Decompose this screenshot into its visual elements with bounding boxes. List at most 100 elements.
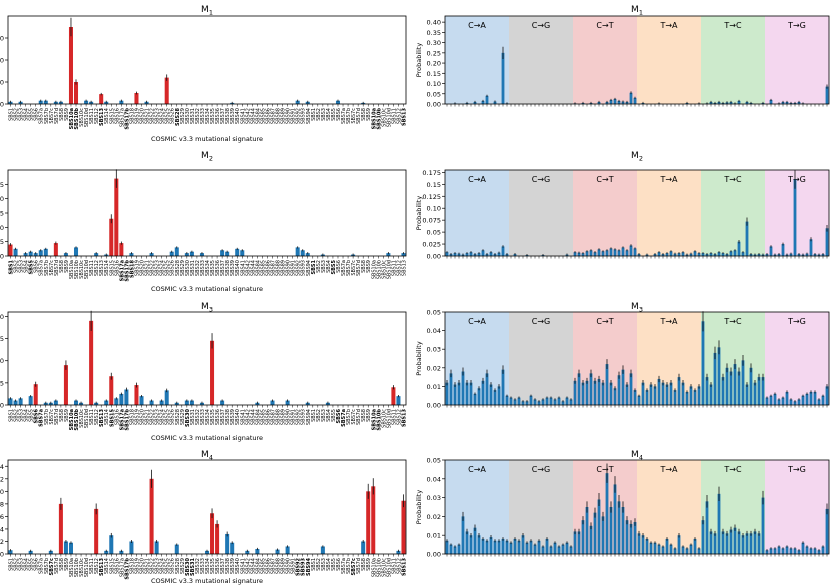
y-tick-label: 0.10	[427, 80, 441, 88]
spectrum-panel-m1: C→A C→G C→T T→A T→C T→G 0.00 0.05 0.10 0.15 0.20 0.…	[415, 5, 830, 109]
bar	[617, 250, 621, 256]
x-tick-label: SBS19	[134, 108, 140, 124]
bar	[114, 398, 119, 405]
bar	[677, 535, 681, 554]
bar	[733, 250, 737, 256]
x-tick-label: SBS12	[94, 409, 100, 425]
x-tick-label: SBS4	[326, 108, 332, 121]
bar	[745, 221, 749, 256]
bar	[653, 542, 657, 554]
x-tick-label: SBS6	[336, 558, 342, 571]
x-tick-label: SBS7a	[39, 260, 45, 276]
bar	[773, 393, 777, 405]
y-tick-label: 0.05	[427, 457, 441, 465]
x-tick-label: SBS13	[401, 260, 407, 276]
bar	[629, 245, 633, 256]
bar	[497, 540, 501, 554]
x-tick-label: SBS15	[109, 260, 115, 276]
bar	[701, 321, 705, 405]
x-tick-label: SBS13	[99, 107, 105, 125]
bar	[481, 250, 485, 256]
bar	[621, 247, 625, 256]
region-band	[445, 460, 509, 554]
x-tick-label: SBS7c	[351, 260, 357, 276]
bar	[521, 401, 525, 405]
x-tick-label: SBS20	[140, 108, 146, 124]
bar	[521, 535, 525, 554]
x-tick-label: SBS10b	[74, 409, 80, 431]
x-tick-label: SBS10b	[74, 558, 80, 577]
bar	[119, 550, 124, 554]
bar	[285, 546, 290, 554]
x-tick-label: SBS36	[215, 260, 221, 276]
region-label: C→T	[596, 465, 613, 474]
x-tick-label: SBS35	[210, 409, 216, 425]
x-tick-label: SBS9	[64, 409, 70, 422]
x-tick-label: SBS7c	[351, 409, 357, 425]
highlight-bar	[366, 491, 371, 554]
bar	[493, 540, 497, 554]
bar	[757, 533, 761, 554]
bar	[793, 401, 797, 405]
plot-frame	[7, 15, 407, 105]
bar	[18, 101, 23, 104]
bar	[320, 546, 325, 554]
x-tick-label: SBS91	[291, 558, 297, 574]
bar	[625, 384, 629, 405]
bar	[43, 100, 48, 104]
bar	[501, 246, 505, 256]
bar	[335, 100, 341, 104]
x-tick-label: SBS29	[180, 260, 186, 276]
highlight-bar	[149, 478, 154, 554]
bar	[637, 533, 641, 554]
bar	[565, 542, 569, 554]
x-tick-label: SBS13	[99, 408, 105, 426]
bar	[737, 100, 741, 104]
bar	[609, 507, 613, 554]
bar	[737, 241, 741, 256]
bar	[545, 397, 549, 405]
x-tick-label: SBS90	[286, 409, 292, 425]
x-tick-label: SBS88	[276, 558, 282, 574]
bar	[693, 538, 697, 554]
y-tick-label: 0.40	[427, 19, 441, 27]
bar	[305, 101, 310, 104]
x-axis-label: COSMIC v3.3 mutational signature	[151, 135, 263, 143]
x-tick-label: SBS88	[276, 260, 282, 276]
x-tick-label: SBS10b	[376, 108, 382, 130]
bar	[589, 373, 593, 405]
region-band	[765, 170, 829, 256]
bar	[396, 550, 401, 554]
bar	[144, 101, 149, 104]
x-tick-label: SBS6	[34, 108, 40, 121]
bar	[449, 373, 453, 405]
x-tick-label: SBS5	[29, 409, 35, 422]
bar	[285, 400, 290, 405]
panel-title: M3	[201, 302, 213, 314]
bar	[753, 382, 757, 405]
bar	[453, 546, 457, 554]
bar	[104, 550, 109, 554]
highlight-bar	[401, 500, 406, 554]
x-tick-label: SBS2	[14, 558, 20, 571]
x-tick-label: SBS25	[165, 260, 171, 276]
bar	[174, 544, 179, 554]
bar	[473, 393, 477, 405]
bar	[169, 251, 174, 256]
bar	[629, 523, 633, 554]
x-tick-label: SBS10d	[84, 558, 90, 577]
x-tick-label: SBS85	[260, 108, 266, 124]
x-tick-label: SBS85	[260, 260, 266, 276]
x-tick-label: SBS5	[331, 259, 337, 274]
x-tick-label: SBS10b	[74, 108, 80, 130]
bar	[681, 546, 685, 554]
x-tick-label: SBS86	[265, 558, 271, 574]
bar	[657, 544, 661, 554]
bar	[729, 371, 733, 405]
x-tick-label: SBS17a	[119, 558, 125, 577]
x-tick-label: SBS14	[104, 108, 110, 124]
bar	[825, 386, 829, 405]
bar	[509, 542, 513, 554]
x-tick-label: SBS13	[401, 557, 407, 575]
